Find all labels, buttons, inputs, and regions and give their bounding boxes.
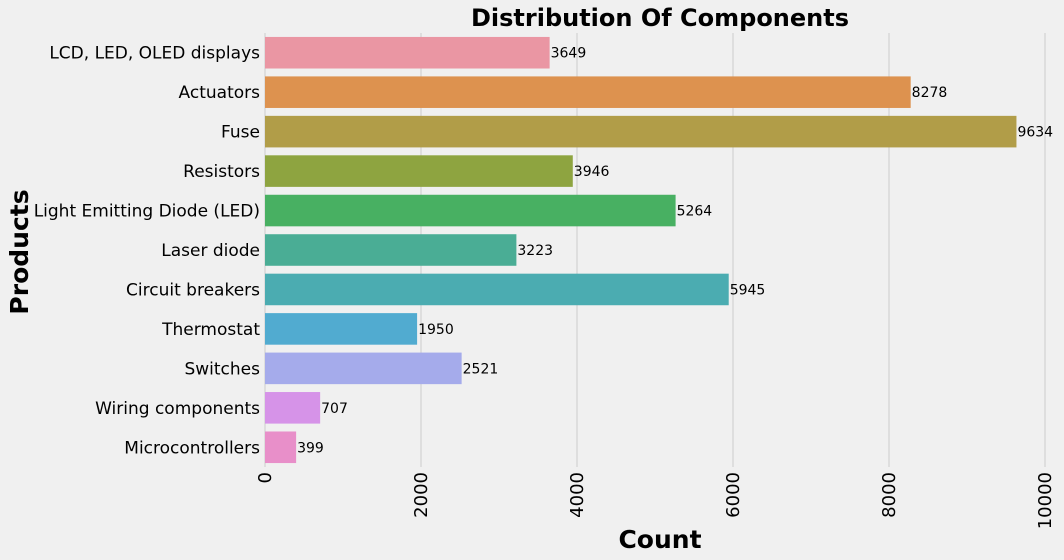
- value-label: 9634: [1017, 125, 1053, 141]
- x-tick-label: 4000: [567, 472, 588, 518]
- bar: [265, 392, 321, 424]
- bars: [265, 36, 1017, 464]
- x-tick-label: 2000: [411, 472, 432, 518]
- category-label: Actuators: [179, 83, 261, 103]
- category-label: Thermostat: [161, 320, 260, 340]
- value-label: 2521: [463, 361, 499, 377]
- value-label: 5264: [677, 204, 713, 220]
- bar: [265, 194, 676, 227]
- value-label: 3223: [517, 243, 553, 259]
- x-tick-label: 8000: [879, 472, 900, 518]
- category-label: Resistors: [183, 162, 260, 182]
- category-labels: LCD, LED, OLED displays Actuators Fuse Resi…: [34, 44, 261, 459]
- value-label: 707: [321, 401, 348, 417]
- category-label: Fuse: [221, 123, 260, 143]
- value-label: 1950: [418, 322, 454, 338]
- bar: [265, 313, 418, 345]
- category-label: Circuit breakers: [126, 280, 260, 300]
- category-label: Wiring components: [95, 399, 260, 419]
- x-axis-title: Count: [618, 525, 701, 554]
- y-axis-title: Products: [5, 189, 34, 314]
- value-label: 5945: [730, 282, 766, 298]
- bar: [265, 273, 729, 306]
- bar: [265, 115, 1017, 148]
- bar: [265, 36, 550, 69]
- value-label: 8278: [912, 85, 948, 101]
- value-label: 3649: [551, 46, 587, 62]
- category-label: Microcontrollers: [124, 438, 260, 458]
- bar: [265, 155, 573, 187]
- bar: [265, 234, 517, 266]
- bar: [265, 352, 462, 385]
- bar: [265, 76, 911, 108]
- value-labels: 3649 8278 9634 3946 5264 3223 5945 1950 2521 707 3…: [297, 46, 1053, 457]
- category-label: Laser diode: [161, 241, 260, 261]
- bar: [265, 431, 297, 464]
- x-tick-label: 0: [255, 472, 276, 483]
- chart-title: Distribution Of Components: [471, 4, 849, 32]
- x-tick-label: 10000: [1035, 472, 1056, 529]
- x-tick-label: 6000: [723, 472, 744, 518]
- value-label: 399: [297, 440, 324, 456]
- value-label: 3946: [574, 164, 610, 180]
- category-label: Switches: [184, 359, 260, 379]
- category-label: Light Emitting Diode (LED): [34, 202, 260, 222]
- category-label: LCD, LED, OLED displays: [49, 44, 260, 64]
- x-tick-labels: 0 2000 4000 6000 8000 10000: [255, 472, 1056, 529]
